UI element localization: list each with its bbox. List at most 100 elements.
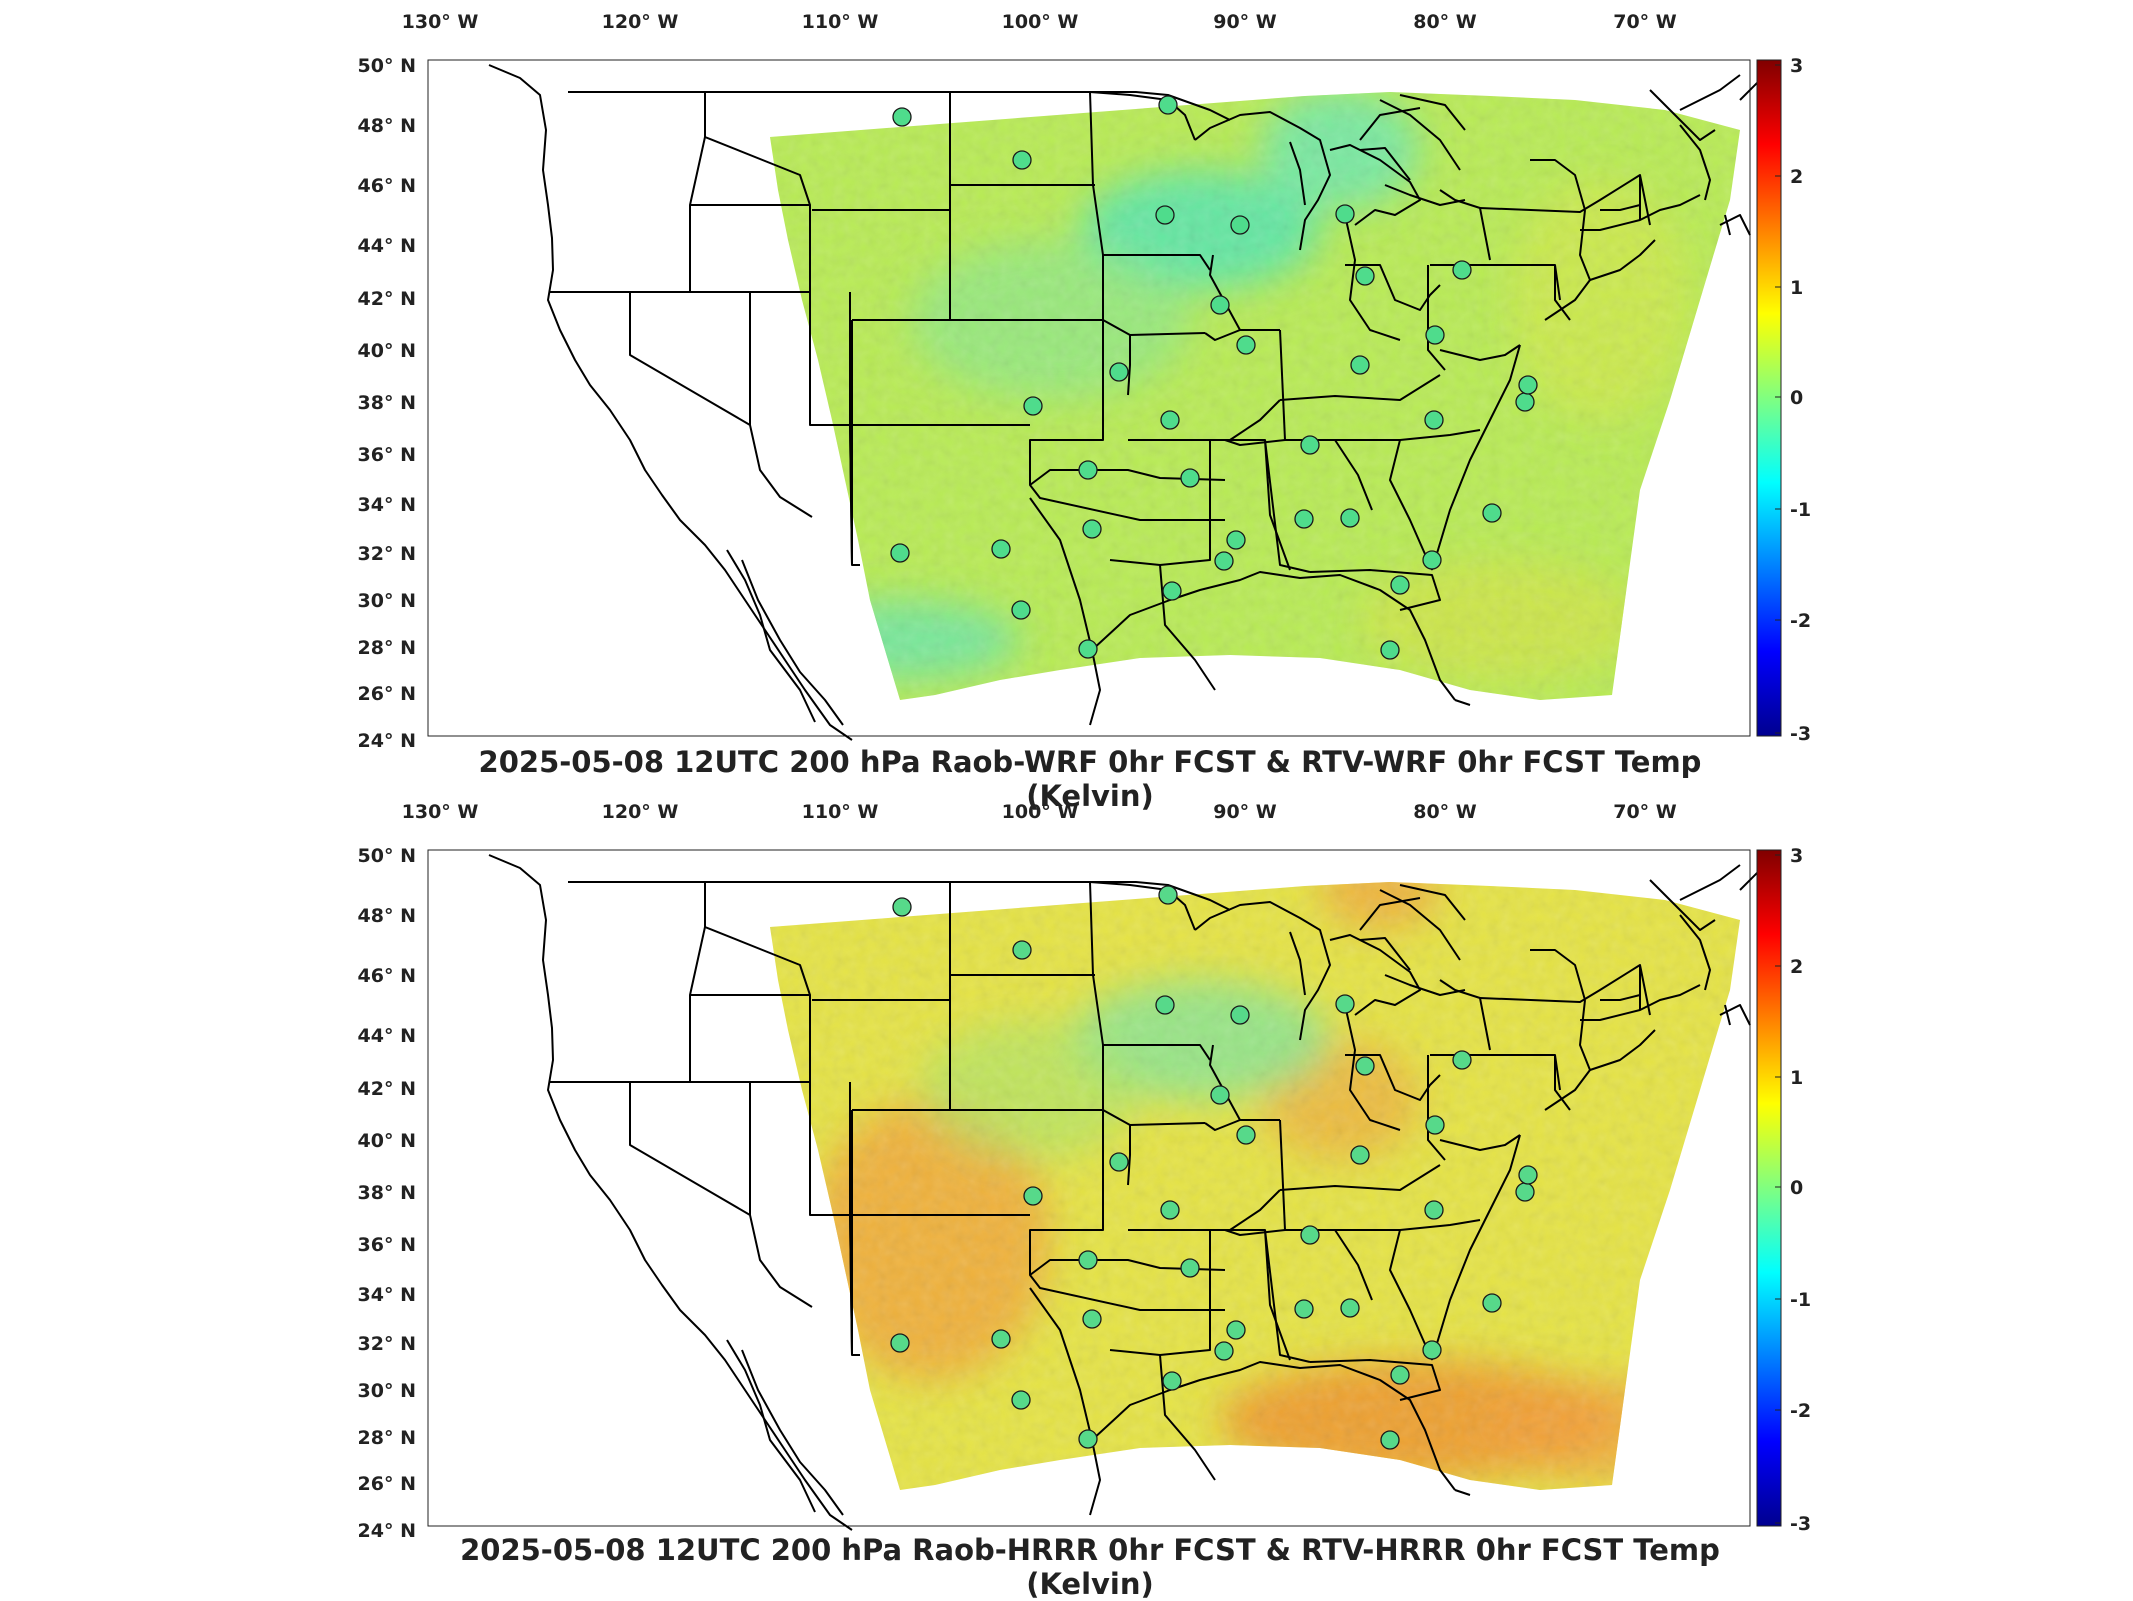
lat-label: 34° N — [358, 1284, 416, 1306]
boundary-line — [1345, 264, 1441, 311]
station-marker — [1078, 639, 1098, 659]
station-marker — [1230, 215, 1250, 235]
boundary-line — [1359, 147, 1411, 181]
lon-label: 90° W — [1213, 11, 1277, 33]
station-marker — [892, 897, 912, 917]
boundary-line — [1289, 931, 1306, 996]
boundary-line — [1209, 1044, 1241, 1121]
station-marker — [1518, 1165, 1538, 1185]
boundary-line — [1128, 439, 1286, 446]
lon-label: 80° W — [1413, 11, 1477, 33]
station-marker — [1294, 1299, 1314, 1319]
colorbar-tick-label: 3 — [1790, 845, 1803, 867]
boundary-line — [1454, 1489, 1471, 1496]
boundary-line — [1384, 974, 1466, 996]
station-marker — [1515, 392, 1535, 412]
boundary-line — [1194, 901, 1331, 1041]
boundary-line — [741, 1349, 844, 1516]
lon-label: 110° W — [802, 801, 879, 823]
station-markers — [890, 95, 1538, 660]
boundary-line — [1580, 1009, 1641, 1021]
station-marker — [1518, 375, 1538, 395]
station-marker — [1155, 995, 1175, 1015]
colorbar-tick-label: -3 — [1790, 723, 1811, 745]
panel-wrf: 130° W 120° W 110° W 100° W 90° W 80° W 70° W 5… — [0, 0, 2133, 813]
colorbar-tick-label: -2 — [1790, 610, 1811, 632]
boundary-line — [1439, 979, 1491, 1051]
station-marker — [1424, 410, 1444, 430]
lat-label: 46° N — [358, 965, 416, 987]
station-marker — [1011, 1390, 1031, 1410]
boundary-line — [704, 926, 811, 996]
boundary-line — [1600, 204, 1641, 211]
station-marker — [1390, 1365, 1410, 1385]
map-wrf: 130° W 120° W 110° W 100° W 90° W 80° W 70° W 5… — [358, 11, 1812, 752]
station-marker — [1294, 509, 1314, 529]
boundary-line — [1264, 1229, 1291, 1361]
lat-label: 24° N — [358, 1520, 416, 1542]
station-marker — [1226, 1320, 1246, 1340]
colorbar-tick-label: 0 — [1790, 387, 1803, 409]
boundary-line — [1679, 74, 1741, 111]
station-marker — [991, 539, 1011, 559]
lat-label: 28° N — [358, 1427, 416, 1449]
boundary-line — [1344, 1004, 1401, 1131]
boundary-line — [726, 549, 816, 723]
boundary-line — [1279, 1164, 1441, 1191]
boundary-line — [689, 882, 706, 1082]
boundary-line — [1431, 1134, 1521, 1361]
station-marker — [1180, 1258, 1200, 1278]
boundary-line — [1309, 1359, 1441, 1401]
boundary-line — [1229, 399, 1281, 441]
lon-label: 90° W — [1213, 801, 1277, 823]
boundary-line — [1103, 1044, 1211, 1061]
boundary-line — [1479, 174, 1651, 226]
station-marker — [1012, 150, 1032, 170]
station-marker — [1023, 1186, 1043, 1206]
lat-label: 24° N — [358, 730, 416, 752]
station-marker — [1340, 1298, 1360, 1318]
boundary-line — [1479, 964, 1651, 1016]
boundary-line — [1128, 1229, 1286, 1236]
colorbar — [1756, 59, 1782, 737]
station-marker — [1422, 550, 1442, 570]
station-marker — [1380, 1430, 1400, 1450]
boundary-line — [1309, 569, 1441, 611]
station-marker — [1355, 1056, 1375, 1076]
lat-label: 40° N — [358, 340, 416, 362]
map-hrrr: 130° W 120° W 110° W 100° W 90° W 80° W 70° W 5… — [358, 801, 1812, 1542]
colorbar-tick-label: -1 — [1790, 499, 1811, 521]
station-marker — [1482, 503, 1502, 523]
boundary-line — [1379, 99, 1461, 171]
boundary-line — [1359, 937, 1411, 971]
station-marker — [1082, 519, 1102, 539]
boundary-line — [1399, 94, 1466, 131]
lon-label: 130° W — [402, 801, 479, 823]
colorbar-tick-label: -3 — [1790, 1513, 1811, 1535]
station-marker — [890, 543, 910, 563]
boundary-line — [1679, 914, 1711, 991]
boundary-line — [1649, 879, 1716, 931]
lat-label: 34° N — [358, 494, 416, 516]
boundary-line — [1209, 254, 1241, 331]
boundary-line — [1439, 344, 1521, 361]
station-marker — [1390, 575, 1410, 595]
boundary-line — [1279, 329, 1286, 441]
boundary-line — [568, 881, 1231, 911]
station-marker — [1155, 205, 1175, 225]
lon-label: 100° W — [1002, 801, 1079, 823]
boundary-line — [1454, 699, 1471, 706]
station-marker — [1515, 1182, 1535, 1202]
boundary-line — [1279, 1119, 1286, 1231]
lat-label: 42° N — [358, 288, 416, 310]
boundary-line — [1194, 111, 1331, 251]
boundary-line — [1345, 1054, 1441, 1101]
boundary-line — [1225, 439, 1311, 573]
panel-hrrr: 130° W 120° W 110° W 100° W 90° W 80° W 70° W 5… — [0, 790, 2133, 1601]
lon-label: 70° W — [1613, 801, 1677, 823]
boundary-line — [1159, 564, 1216, 691]
boundary-line — [1329, 144, 1421, 226]
station-markers — [890, 885, 1538, 1450]
boundary-line — [1229, 1189, 1281, 1231]
boundary-line — [1399, 884, 1466, 921]
